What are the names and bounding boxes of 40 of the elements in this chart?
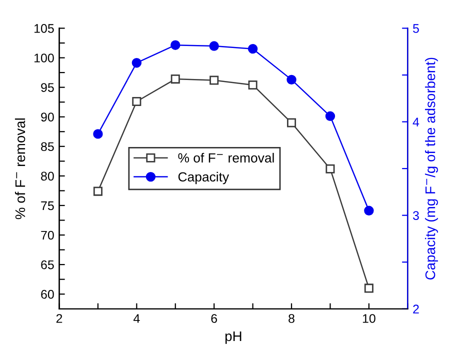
y-tick-label: 75 — [41, 201, 54, 210]
point — [132, 58, 142, 68]
point — [248, 44, 258, 54]
point — [364, 206, 374, 216]
point — [93, 129, 103, 139]
point — [286, 118, 296, 128]
x-tick-label: 6 — [211, 314, 218, 323]
point — [132, 96, 142, 106]
y-tick-label: 85 — [41, 142, 54, 152]
y2-tick-label: 4 — [412, 118, 420, 126]
point — [248, 80, 258, 90]
point — [210, 76, 219, 85]
point — [364, 284, 374, 293]
x-tick-label: 8 — [288, 314, 294, 323]
y-tick-label: 80 — [41, 172, 54, 181]
point — [170, 40, 180, 50]
y-tick-label: 90 — [41, 112, 54, 122]
y-axis-title: % of F$^{−}$ removal — [14, 118, 26, 220]
y-tick-label: 60 — [41, 290, 54, 299]
legend-label: Capacity — [178, 172, 230, 184]
x-axis-title: pH — [225, 331, 242, 344]
y-tick-label: 105 — [34, 24, 54, 33]
x-tick-label: 2 — [56, 314, 62, 323]
y2-tick-label: 5 — [413, 24, 419, 33]
y2-tick-label: 2 — [413, 304, 419, 314]
point — [325, 111, 336, 122]
point — [170, 74, 180, 84]
y-tick-label: 70 — [41, 230, 54, 240]
point — [326, 164, 335, 174]
y-tick-label: 100 — [34, 54, 54, 62]
y-tick-label: 65 — [41, 260, 54, 270]
y2-tick-label: 3 — [412, 211, 419, 220]
x-tick-label: 10 — [362, 314, 376, 323]
point — [286, 74, 296, 85]
point — [93, 186, 102, 196]
legend-label: % of F$^{−}$ removal — [178, 152, 274, 163]
y2-axis-title: Capacity (mg F$^{−}$/g of the adsorbent) — [425, 58, 438, 280]
y-tick-label: 95 — [41, 83, 54, 92]
x-tick-label: 4 — [133, 314, 140, 323]
point — [209, 41, 219, 51]
